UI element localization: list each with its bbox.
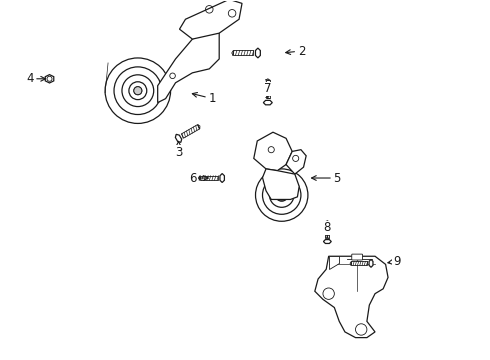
Polygon shape <box>255 48 260 58</box>
Polygon shape <box>266 80 270 98</box>
Polygon shape <box>325 221 329 222</box>
Polygon shape <box>369 260 373 267</box>
Polygon shape <box>350 261 351 265</box>
Text: 7: 7 <box>264 82 271 99</box>
Polygon shape <box>45 75 54 83</box>
Polygon shape <box>220 174 224 183</box>
Polygon shape <box>254 132 292 171</box>
Text: 2: 2 <box>286 45 305 58</box>
Polygon shape <box>158 29 219 103</box>
FancyBboxPatch shape <box>352 254 363 260</box>
Text: 4: 4 <box>26 72 46 85</box>
Text: 3: 3 <box>175 141 182 159</box>
Polygon shape <box>323 239 331 243</box>
Polygon shape <box>197 125 200 129</box>
Polygon shape <box>198 176 200 180</box>
Text: 8: 8 <box>324 221 331 238</box>
Polygon shape <box>179 0 242 39</box>
Polygon shape <box>286 150 306 174</box>
Polygon shape <box>200 176 218 180</box>
Polygon shape <box>175 134 182 142</box>
Polygon shape <box>233 50 253 55</box>
Text: 1: 1 <box>193 92 216 105</box>
Circle shape <box>276 190 287 200</box>
Circle shape <box>134 87 142 95</box>
Polygon shape <box>329 256 339 269</box>
Polygon shape <box>181 125 200 138</box>
Polygon shape <box>325 222 329 238</box>
Text: 9: 9 <box>388 255 400 268</box>
Polygon shape <box>351 261 367 265</box>
Polygon shape <box>263 169 299 199</box>
Text: 5: 5 <box>312 171 341 185</box>
Polygon shape <box>266 79 270 80</box>
Text: 6: 6 <box>189 171 208 185</box>
Polygon shape <box>232 50 233 55</box>
Polygon shape <box>315 256 388 338</box>
Polygon shape <box>263 100 272 105</box>
